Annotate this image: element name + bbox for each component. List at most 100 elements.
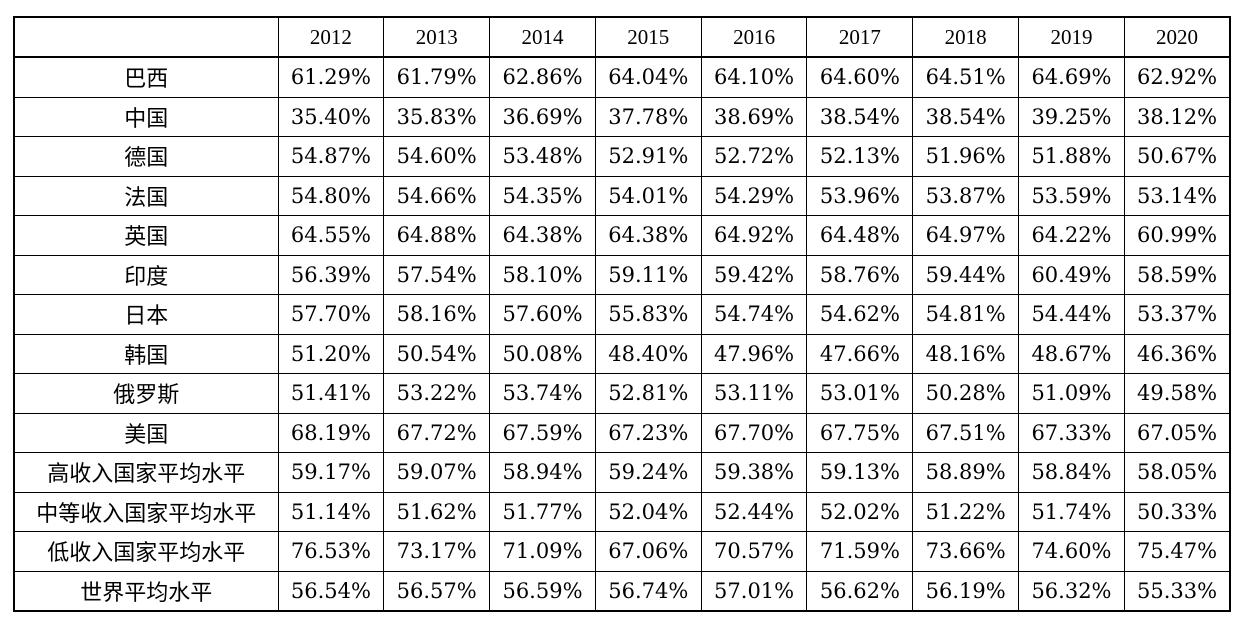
- cell: 47.66%: [806, 333, 914, 374]
- cell: 48.16%: [912, 333, 1020, 374]
- table-row: 中等收入国家平均水平 51.14% 51.62% 51.77% 52.04% 52.44%…: [13, 491, 1231, 532]
- row-label: 中国: [13, 96, 279, 137]
- cell: 68.19%: [277, 412, 385, 453]
- cell: 67.72%: [383, 412, 491, 453]
- column-header: 2012: [277, 16, 385, 58]
- cell: 64.97%: [912, 215, 1020, 256]
- cell: 54.80%: [277, 175, 385, 216]
- cell: 67.51%: [912, 412, 1020, 453]
- cell: 67.70%: [700, 412, 808, 453]
- cell: 54.81%: [912, 294, 1020, 335]
- cell: 53.01%: [806, 373, 914, 414]
- cell: 64.38%: [489, 215, 596, 256]
- cell: 58.89%: [912, 452, 1020, 493]
- cell: 55.83%: [594, 294, 702, 335]
- cell: 39.25%: [1018, 96, 1125, 137]
- cell: 56.19%: [912, 570, 1020, 612]
- row-label: 低收入国家平均水平: [13, 531, 279, 572]
- table-row: 世界平均水平 56.54% 56.57% 56.59% 56.74% 57.01% 56.6…: [13, 570, 1231, 612]
- cell: 64.22%: [1018, 215, 1125, 256]
- cell: 38.54%: [806, 96, 914, 137]
- cell: 53.74%: [489, 373, 596, 414]
- cell: 56.57%: [383, 570, 491, 612]
- cell: 56.54%: [277, 570, 385, 612]
- cell: 52.04%: [594, 491, 702, 532]
- cell: 64.92%: [700, 215, 808, 256]
- cell: 53.48%: [489, 136, 596, 177]
- column-header: 2017: [806, 16, 914, 58]
- table-row: 印度 56.39% 57.54% 58.10% 59.11% 59.42% 58.76% 59…: [13, 254, 1231, 295]
- cell: 59.11%: [594, 254, 702, 295]
- cell: 54.01%: [594, 175, 702, 216]
- cell: 51.88%: [1018, 136, 1125, 177]
- cell: 36.69%: [489, 96, 596, 137]
- cell: 46.36%: [1123, 333, 1231, 374]
- cell: 59.42%: [700, 254, 808, 295]
- column-header: 2014: [489, 16, 596, 58]
- cell: 73.17%: [383, 531, 491, 572]
- row-label: 高收入国家平均水平: [13, 452, 279, 493]
- cell: 73.66%: [912, 531, 1020, 572]
- table-row: 日本 57.70% 58.16% 57.60% 55.83% 54.74% 54.62% 54…: [13, 294, 1231, 335]
- cell: 64.48%: [806, 215, 914, 256]
- table-row: 低收入国家平均水平 76.53% 73.17% 71.09% 67.06% 70.57% 7…: [13, 531, 1231, 572]
- cell: 58.10%: [489, 254, 596, 295]
- cell: 62.92%: [1123, 56, 1231, 98]
- cell: 56.39%: [277, 254, 385, 295]
- cell: 64.51%: [912, 56, 1020, 98]
- cell: 58.16%: [383, 294, 491, 335]
- cell: 59.13%: [806, 452, 914, 493]
- cell: 54.44%: [1018, 294, 1125, 335]
- cell: 50.33%: [1123, 491, 1231, 532]
- cell: 71.59%: [806, 531, 914, 572]
- cell: 75.47%: [1123, 531, 1231, 572]
- cell: 64.10%: [700, 56, 808, 98]
- cell: 64.60%: [806, 56, 914, 98]
- cell: 52.13%: [806, 136, 914, 177]
- corner-cell: [13, 16, 279, 58]
- cell: 52.02%: [806, 491, 914, 532]
- cell: 50.54%: [383, 333, 491, 374]
- row-label: 巴西: [13, 56, 279, 98]
- cell: 52.91%: [594, 136, 702, 177]
- cell: 67.33%: [1018, 412, 1125, 453]
- cell: 61.29%: [277, 56, 385, 98]
- cell: 59.07%: [383, 452, 491, 493]
- cell: 57.01%: [700, 570, 808, 612]
- cell: 52.81%: [594, 373, 702, 414]
- cell: 58.94%: [489, 452, 596, 493]
- cell: 74.60%: [1018, 531, 1125, 572]
- cell: 64.69%: [1018, 56, 1125, 98]
- table-row: 中国 35.40% 35.83% 36.69% 37.78% 38.69% 38.54% 38…: [13, 96, 1231, 137]
- row-label: 印度: [13, 254, 279, 295]
- cell: 50.28%: [912, 373, 1020, 414]
- cell: 38.69%: [700, 96, 808, 137]
- cell: 67.06%: [594, 531, 702, 572]
- cell: 51.74%: [1018, 491, 1125, 532]
- cell: 58.76%: [806, 254, 914, 295]
- cell: 51.96%: [912, 136, 1020, 177]
- cell: 76.53%: [277, 531, 385, 572]
- row-label: 世界平均水平: [13, 570, 279, 612]
- cell: 54.60%: [383, 136, 491, 177]
- cell: 52.72%: [700, 136, 808, 177]
- cell: 60.99%: [1123, 215, 1231, 256]
- cell: 53.59%: [1018, 175, 1125, 216]
- row-label: 德国: [13, 136, 279, 177]
- cell: 53.96%: [806, 175, 914, 216]
- cell: 59.44%: [912, 254, 1020, 295]
- cell: 50.67%: [1123, 136, 1231, 177]
- cell: 56.59%: [489, 570, 596, 612]
- cell: 64.04%: [594, 56, 702, 98]
- cell: 51.20%: [277, 333, 385, 374]
- cell: 51.41%: [277, 373, 385, 414]
- cell: 49.58%: [1123, 373, 1231, 414]
- cell: 37.78%: [594, 96, 702, 137]
- table-row: 法国 54.80% 54.66% 54.35% 54.01% 54.29% 53.96% 53…: [13, 175, 1231, 216]
- cell: 59.17%: [277, 452, 385, 493]
- cell: 51.14%: [277, 491, 385, 532]
- row-label: 英国: [13, 215, 279, 256]
- column-header: 2016: [700, 16, 808, 58]
- table-row: 巴西 61.29% 61.79% 62.86% 64.04% 64.10% 64.60% 64…: [13, 56, 1231, 98]
- column-header: 2018: [912, 16, 1020, 58]
